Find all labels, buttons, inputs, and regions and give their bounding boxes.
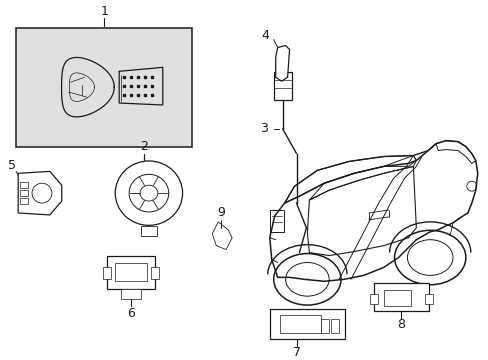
Bar [121, 289, 141, 299]
Bar [20, 190, 28, 196]
Bar [373, 283, 428, 311]
Polygon shape [18, 171, 61, 215]
Bar [273, 72, 291, 100]
Bar [321, 319, 328, 333]
Text: 6: 6 [127, 307, 135, 320]
Bar [20, 182, 28, 188]
Bar [269, 210, 283, 232]
Bar [279, 315, 321, 333]
Bar [115, 264, 146, 281]
Ellipse shape [407, 240, 452, 275]
Text: 1: 1 [100, 5, 108, 18]
Bar [103, 267, 111, 279]
Ellipse shape [115, 161, 182, 225]
Ellipse shape [466, 181, 476, 191]
Bar [425, 294, 432, 304]
Ellipse shape [129, 174, 168, 212]
Ellipse shape [32, 183, 52, 203]
Ellipse shape [140, 185, 158, 201]
Bar [141, 226, 157, 236]
Text: 7: 7 [293, 346, 301, 359]
Ellipse shape [273, 253, 340, 305]
Bar [16, 28, 192, 147]
Polygon shape [212, 222, 232, 249]
Bar [330, 319, 338, 333]
Ellipse shape [285, 262, 328, 296]
Bar [369, 294, 377, 304]
Text: 8: 8 [397, 318, 405, 332]
Bar [151, 267, 159, 279]
Ellipse shape [394, 230, 465, 285]
Text: 4: 4 [261, 29, 269, 42]
Text: 9: 9 [217, 206, 224, 220]
Bar [107, 256, 155, 289]
Bar [20, 198, 28, 204]
Text: 5: 5 [8, 159, 16, 172]
Bar [383, 290, 410, 306]
Bar [269, 309, 345, 339]
Text: 2: 2 [140, 140, 147, 153]
Polygon shape [275, 46, 289, 81]
Text: 3: 3 [259, 122, 267, 135]
